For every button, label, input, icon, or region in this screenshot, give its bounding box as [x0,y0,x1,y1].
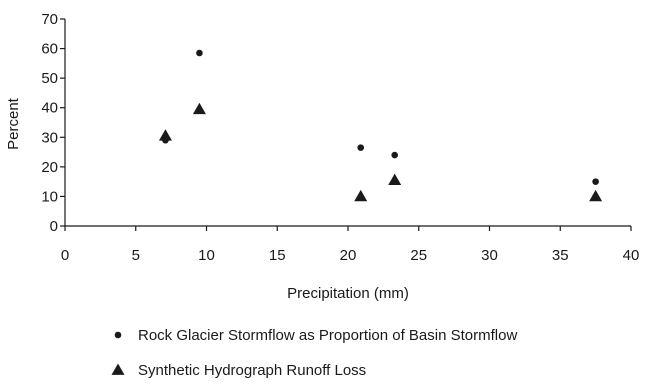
axes [64,19,631,227]
x-axis-ticks: 0 5 10 15 20 25 30 35 40 [61,226,640,264]
y-axis-ticks: 0 10 20 30 40 50 60 70 [41,11,65,235]
x-tick-label: 10 [198,247,215,264]
x-axis-label: Precipitation (mm) [287,285,409,302]
triangle-data-point [192,102,206,115]
x-tick-label: 40 [623,247,640,264]
y-tick-label: 30 [41,129,58,146]
legend-label: Synthetic Hydrograph Runoff Loss [138,362,366,379]
y-tick-label: 40 [41,100,58,117]
legend-circle-marker [114,331,122,339]
x-tick-label: 25 [410,247,427,264]
y-tick-label: 10 [41,188,58,205]
y-tick-label: 70 [41,11,58,28]
circle-data-point [391,151,398,159]
x-tick-label: 0 [61,247,69,264]
x-tick-label: 20 [340,247,357,264]
y-tick-label: 60 [41,41,58,58]
triangle-data-point [158,129,172,141]
y-tick-label: 0 [50,218,58,235]
data-points [158,49,603,202]
legend: Rock Glacier Stormflow as Proportion of … [111,327,517,379]
circle-data-point [162,136,169,144]
triangle-data-point [354,189,368,202]
circle-data-point [196,49,203,57]
x-tick-label: 30 [481,247,498,264]
y-tick-label: 20 [41,159,58,176]
triangle-data-point [388,173,402,186]
legend-label: Rock Glacier Stormflow as Proportion of … [138,327,517,344]
triangle-data-point [589,189,603,202]
legend-triangle-marker [111,363,125,375]
y-axis-label: Percent [5,97,22,150]
x-tick-label: 15 [269,247,286,264]
circle-data-point [592,178,599,185]
y-tick-label: 50 [41,70,58,87]
x-tick-label: 35 [552,247,569,264]
x-tick-label: 5 [132,247,140,264]
circle-data-point [357,144,365,151]
